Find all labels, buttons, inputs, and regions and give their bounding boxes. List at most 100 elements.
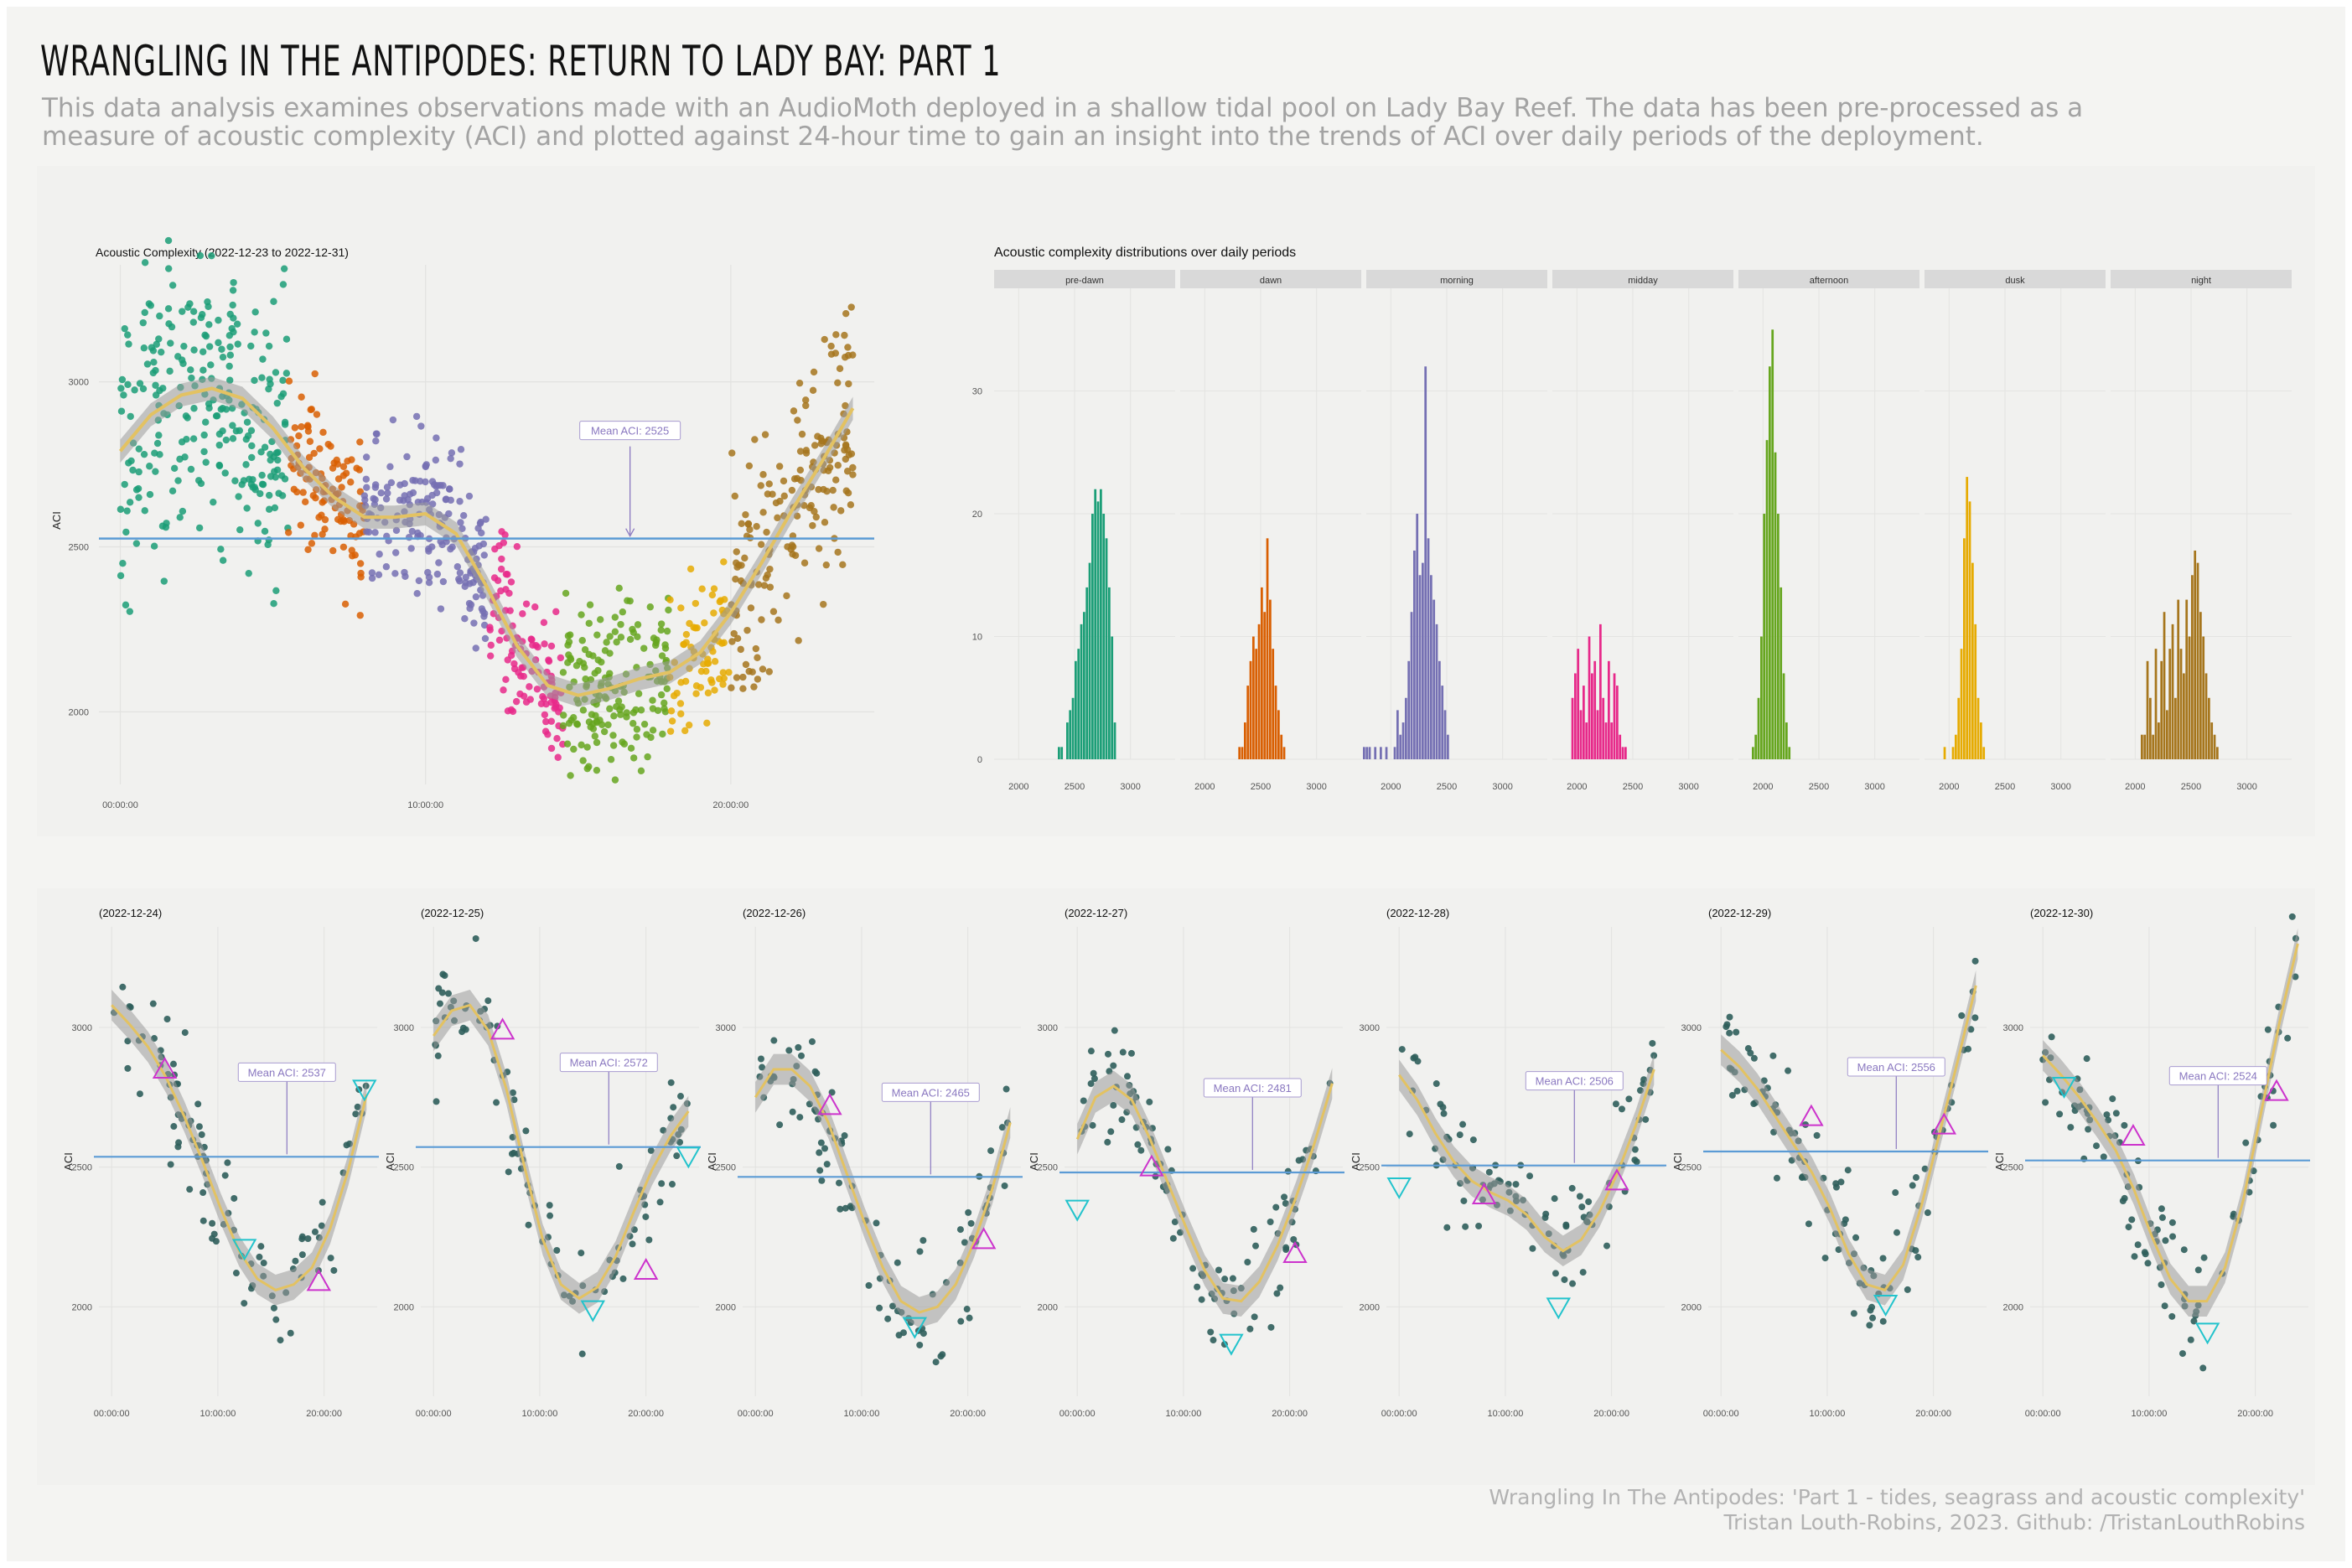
daily-point [1744, 1045, 1752, 1053]
main-point-night [739, 673, 747, 681]
daily-y-tick-label: 2500 [72, 1163, 92, 1173]
dist-bar-midday [1608, 660, 1610, 759]
daily-point [1164, 1146, 1172, 1153]
daily-mean-label: Mean ACI: 2537 [248, 1066, 326, 1079]
daily-point [785, 1047, 793, 1054]
dist-bar-morning [1401, 722, 1405, 759]
daily-point [553, 1246, 561, 1254]
main-point-night [766, 583, 775, 591]
dist-panel-area [1925, 288, 2106, 759]
daily-mean-label: Mean ACI: 2556 [1857, 1061, 1935, 1074]
main-point-night [842, 441, 850, 448]
daily-point [433, 1098, 440, 1105]
main-point-morning [361, 496, 369, 504]
main-point-pre-dawn [135, 445, 142, 453]
main-point-pre-dawn [222, 406, 231, 413]
daily-point [578, 1250, 585, 1257]
daily-point [319, 1198, 326, 1206]
main-point-pre-dawn [187, 465, 195, 474]
main-point-pre-dawn [229, 301, 236, 309]
daily-confidence-band [1399, 1053, 1655, 1266]
daily-point [1110, 1101, 1117, 1109]
dist-bar-midday [1574, 673, 1577, 759]
daily-x-tick-label: 10:00:00 [1810, 1409, 1846, 1419]
main-point-morning [433, 570, 442, 578]
daily-point [1866, 1322, 1873, 1329]
main-point-pre-dawn [195, 524, 204, 532]
main-point-pre-dawn [176, 455, 184, 463]
daily-point [1087, 1080, 1095, 1088]
main-point-afternoon [564, 632, 572, 639]
dist-x-tick-label: 2000 [1008, 782, 1028, 792]
main-point-pre-dawn [147, 302, 155, 309]
main-point-afternoon [661, 705, 668, 712]
main-point-morning [424, 568, 432, 577]
daily-point [1726, 1029, 1733, 1037]
daily-point [318, 1222, 325, 1229]
daily-point [2119, 1198, 2127, 1205]
dist-x-tick-label: 2000 [1194, 782, 1215, 792]
dist-bar-pre-dawn [1085, 587, 1089, 759]
daily-point [547, 1212, 554, 1219]
main-aci-chart: Acoustic Complexity (2022-12-23 to 2022-… [50, 236, 874, 810]
main-point-pre-dawn [265, 505, 273, 513]
main-point-midday [490, 574, 499, 582]
daily-point [615, 1162, 623, 1170]
main-point-night [821, 519, 829, 526]
main-point-night [821, 335, 828, 344]
daily-point [645, 1236, 653, 1244]
main-point-dawn [341, 600, 350, 608]
dist-bar-pre-dawn [1113, 722, 1116, 759]
dist-bar-morning [1413, 550, 1416, 759]
main-point-night [834, 379, 842, 386]
dist-x-tick-label: 2500 [1623, 782, 1643, 792]
dist-bar-dawn [1274, 686, 1277, 759]
dist-x-tick-label: 2000 [1753, 782, 1773, 792]
dist-bar-pre-dawn [1108, 587, 1111, 759]
main-point-pre-dawn [270, 298, 277, 305]
main-point-pre-dawn [152, 468, 159, 475]
main-point-afternoon [611, 776, 619, 784]
main-point-night [775, 616, 782, 624]
dist-bar-dusk [1951, 747, 1955, 759]
dist-bar-dawn [1263, 612, 1267, 759]
main-point-morning [437, 537, 444, 546]
main-point-dawn [321, 525, 329, 533]
main-point-dusk [667, 707, 676, 715]
daily-point [966, 1314, 973, 1322]
main-point-morning [457, 519, 464, 526]
main-point-dusk [703, 660, 712, 667]
main-point-midday [547, 642, 556, 650]
daily-point [1924, 1209, 1931, 1217]
main-point-midday [522, 698, 531, 706]
daily-smooth-line [1075, 1083, 1334, 1303]
daily-point [2194, 1266, 2202, 1274]
daily-point [1879, 1255, 1887, 1262]
daily-point [629, 1240, 636, 1248]
main-point-dawn [302, 498, 309, 506]
dist-bar-afternoon [1782, 673, 1785, 759]
dist-bar-dawn [1246, 686, 1250, 759]
dist-bar-dusk [1943, 747, 1946, 759]
daily-point [884, 1315, 892, 1322]
dist-x-tick-label: 2500 [1995, 782, 2015, 792]
dist-bar-midday [1577, 649, 1580, 759]
main-point-afternoon [657, 626, 665, 634]
daily-point [2162, 1237, 2169, 1245]
main-point-dawn [339, 463, 348, 470]
dist-bar-night [2179, 649, 2183, 759]
dist-bar-midday [1593, 660, 1597, 759]
main-point-pre-dawn [122, 601, 130, 609]
main-point-pre-dawn [141, 259, 149, 267]
main-point-pre-dawn [190, 405, 198, 412]
main-point-pre-dawn [229, 435, 237, 442]
daily-point [1733, 1028, 1740, 1036]
daily-peak-marker [1604, 1168, 1629, 1191]
main-point-afternoon [565, 638, 573, 646]
main-point-morning [363, 484, 370, 491]
dist-bar-dusk [1976, 697, 1980, 759]
dist-bar-night [2208, 697, 2210, 759]
daily-point [1198, 1296, 1205, 1303]
dist-x-tick-label: 2000 [2125, 782, 2145, 792]
main-point-midday [522, 600, 531, 608]
